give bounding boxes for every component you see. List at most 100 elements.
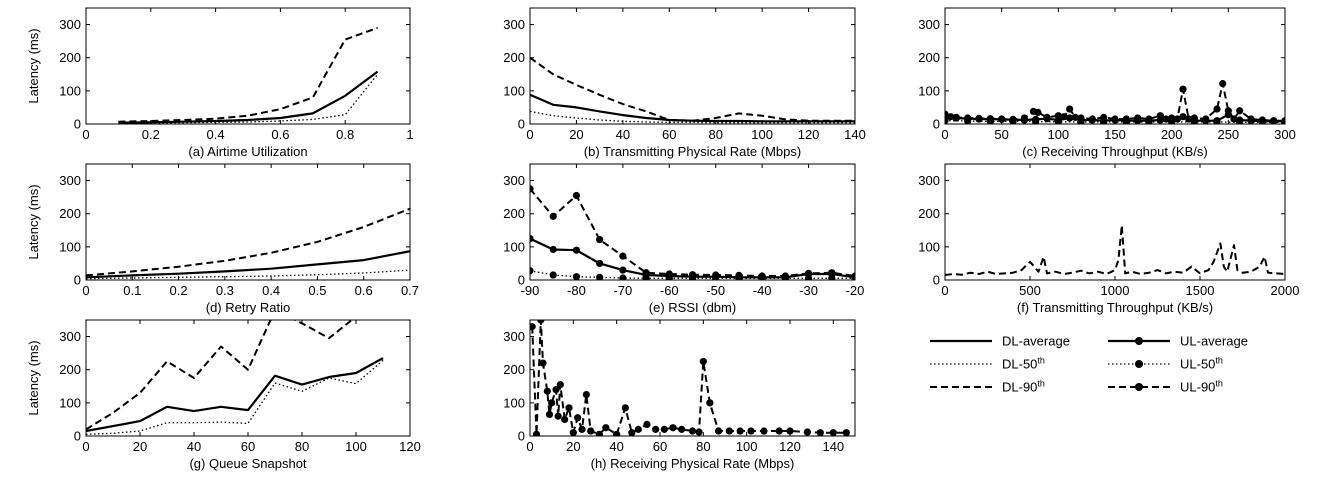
data-point-ul-90 xyxy=(1054,112,1062,120)
data-point-ul-average xyxy=(572,246,581,254)
legend-marker-sample xyxy=(1135,383,1143,391)
data-point-ul-90 xyxy=(549,212,557,220)
series-layer xyxy=(86,207,410,280)
data-point-ul-90 xyxy=(758,272,766,280)
data-point-ul-90 xyxy=(634,425,642,433)
data-point-ul-90 xyxy=(829,429,837,436)
data-point-ul-90 xyxy=(572,191,581,200)
y-tick-label: 300 xyxy=(503,173,525,188)
data-point-ul-90 xyxy=(706,399,714,407)
series-layer xyxy=(530,185,855,280)
x-tick-label: 0.3 xyxy=(216,283,234,298)
y-tick-label: 0 xyxy=(518,273,525,288)
data-point-ul-90 xyxy=(1190,114,1198,122)
panel-caption: (h) Receiving Physical Rate (Mbps) xyxy=(591,456,795,471)
x-tick-label: 200 xyxy=(1161,127,1183,142)
data-point-ul-average xyxy=(1179,113,1187,121)
panel-h: (h) Receiving Physical Rate (Mbps) 0 20 40 6… xyxy=(503,319,856,471)
data-point-ul-90 xyxy=(669,424,677,432)
data-point-ul-90 xyxy=(1009,115,1017,123)
x-tick-label: 40 xyxy=(616,127,630,142)
data-point-ul-50 xyxy=(642,274,650,280)
x-tick-label: 80 xyxy=(708,127,722,142)
data-point-ul-50 xyxy=(1054,118,1062,124)
legend-label: UL-average xyxy=(1180,334,1248,349)
series-line-dl-average xyxy=(530,93,855,123)
x-tick-label: 120 xyxy=(779,439,801,454)
x-tick-label: 100 xyxy=(751,127,773,142)
x-tick-label: 20 xyxy=(566,439,580,454)
data-point-ul-90 xyxy=(1202,115,1210,123)
x-tick-label: 20 xyxy=(569,127,583,142)
data-point-ul-90 xyxy=(545,410,554,419)
x-tick-label: 0.4 xyxy=(207,127,225,142)
data-point-ul-90 xyxy=(1270,117,1278,124)
data-point-ul-50 xyxy=(596,273,604,280)
data-point-ul-average xyxy=(549,245,557,254)
x-tick-label: 1 xyxy=(406,127,413,142)
series-line-dl-average xyxy=(86,250,410,279)
x-tick-label: 300 xyxy=(1274,127,1296,142)
data-point-ul-90 xyxy=(602,424,610,432)
y-tick-label: 300 xyxy=(503,17,525,32)
data-point-ul-90 xyxy=(736,427,744,435)
panel-caption: (e) RSSI (dbm) xyxy=(649,300,736,315)
x-tick-label: 500 xyxy=(1019,283,1041,298)
x-tick-label: 0 xyxy=(82,439,89,454)
plot-frame xyxy=(529,319,856,437)
data-point-ul-90 xyxy=(574,414,582,422)
data-point-ul-50 xyxy=(549,271,557,279)
series-layer xyxy=(530,56,855,124)
series-line-ul-90 xyxy=(945,82,1285,122)
x-tick-label: 80 xyxy=(696,439,710,454)
x-tick-label: 0 xyxy=(526,127,533,142)
data-point-ul-90 xyxy=(695,428,703,436)
data-point-ul-90 xyxy=(628,429,636,436)
data-point-ul-90 xyxy=(688,271,697,279)
data-point-ul-90 xyxy=(1173,115,1181,123)
y-tick-label: 300 xyxy=(59,329,81,344)
data-point-ul-90 xyxy=(1224,107,1232,115)
data-point-ul-90 xyxy=(975,114,983,122)
data-point-ul-50 xyxy=(572,273,581,280)
series-layer xyxy=(118,26,379,124)
y-tick-label: 0 xyxy=(933,117,940,132)
data-point-ul-90 xyxy=(1247,115,1255,123)
data-point-ul-90 xyxy=(539,359,547,367)
panel-caption: (a) Airtime Utilization xyxy=(188,144,307,159)
y-tick-label: 300 xyxy=(59,173,81,188)
plot-frame xyxy=(85,319,411,437)
y-axis-label-row-3: Latency (ms) xyxy=(26,340,41,415)
data-point-ul-50 xyxy=(1236,118,1244,124)
x-tick-label: 250 xyxy=(1217,127,1239,142)
data-point-ul-90 xyxy=(781,272,789,280)
y-tick-label: 200 xyxy=(918,50,940,65)
x-tick-label: 40 xyxy=(187,439,201,454)
data-point-ul-90 xyxy=(1258,116,1266,124)
x-tick-label: -60 xyxy=(660,283,679,298)
data-point-ul-90 xyxy=(613,430,621,436)
data-point-ul-90 xyxy=(1281,117,1285,124)
panel-caption: (b) Transmitting Physical Rate (Mbps) xyxy=(584,144,801,159)
data-point-ul-90 xyxy=(804,269,813,277)
series-line-dl-average xyxy=(118,70,379,124)
y-tick-label: 100 xyxy=(918,83,940,98)
legend-marker-sample xyxy=(1135,360,1143,368)
panel-f: (f) Transmitting Throughput (KB/s) 0 500 10… xyxy=(918,163,1299,315)
data-point-ul-90 xyxy=(735,271,743,279)
data-point-ul-90 xyxy=(621,404,629,412)
legend-item-ul-50th: UL-50th xyxy=(1108,356,1223,372)
y-tick-label: 0 xyxy=(74,429,81,444)
data-point-ul-90 xyxy=(1179,85,1187,93)
y-tick-label: 200 xyxy=(918,206,940,221)
series-line-dl-90 xyxy=(118,26,378,123)
data-point-ul-90 xyxy=(1230,115,1238,123)
data-point-ul-90 xyxy=(1020,114,1028,122)
x-tick-label: 0 xyxy=(82,283,89,298)
data-point-ul-90 xyxy=(986,115,994,123)
plot-frame xyxy=(944,7,1286,125)
data-point-ul-90 xyxy=(565,404,573,412)
x-tick-label: 120 xyxy=(798,127,820,142)
data-point-ul-50 xyxy=(1032,118,1040,124)
